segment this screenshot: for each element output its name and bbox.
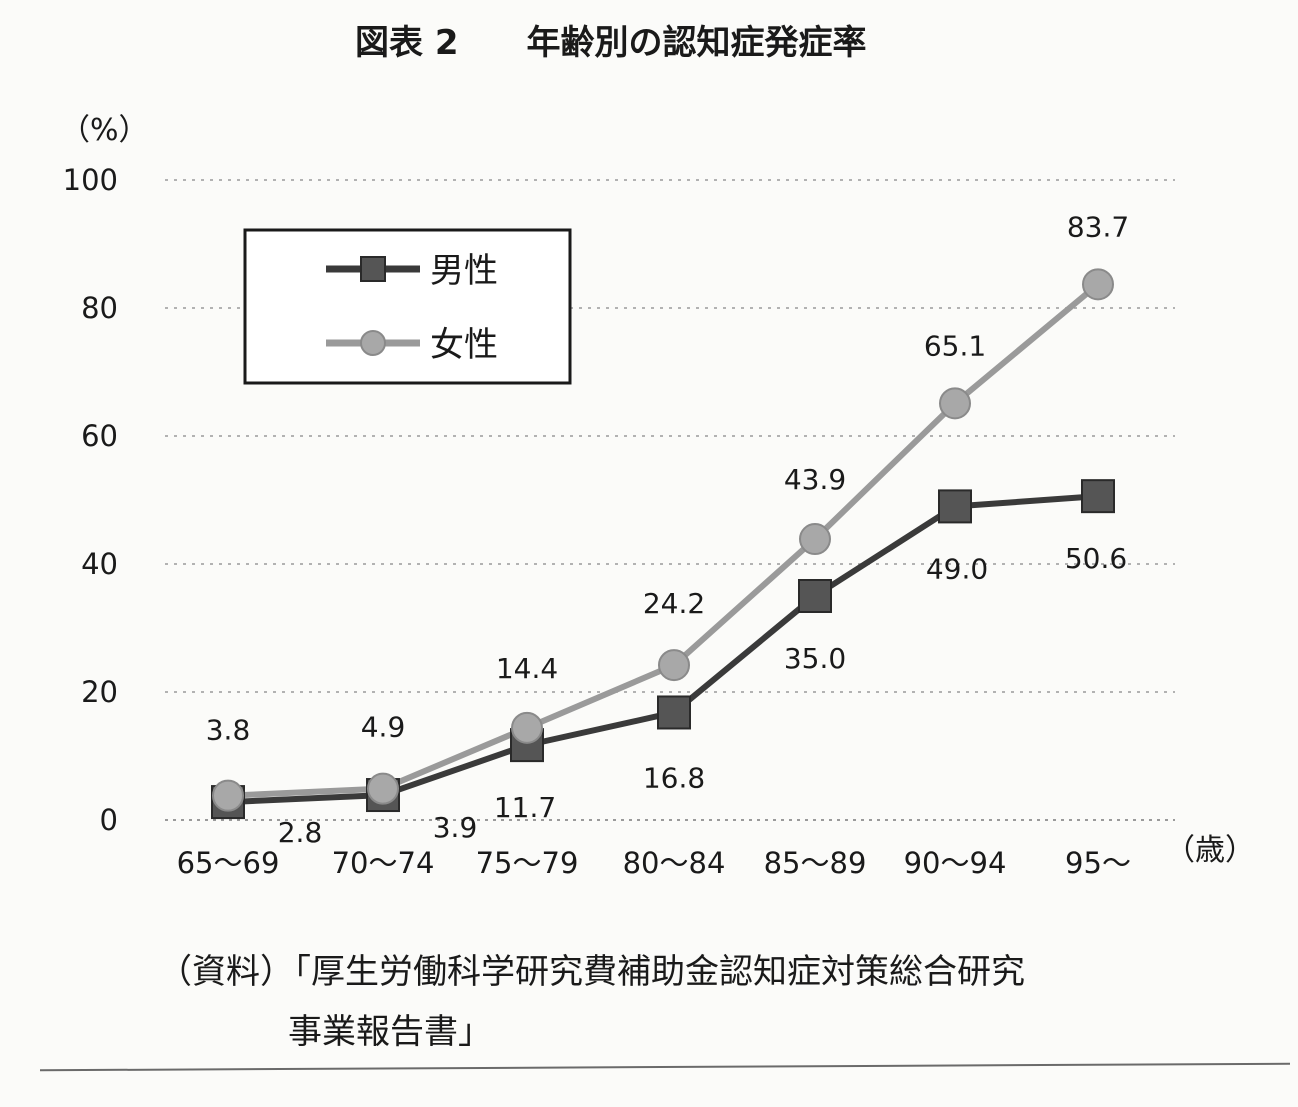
x-tick-label: 70～74 (332, 846, 435, 880)
x-tick-label: 80～84 (623, 846, 726, 880)
x-tick-label: 90～94 (904, 846, 1007, 880)
data-labels: 3.8 4.9 14.4 24.2 43.9 65.1 83.7 2.8 3.9 11.7 16.8… (206, 210, 1129, 849)
legend-box (243, 228, 572, 385)
x-tick-label: 95～ (1065, 846, 1131, 880)
point-female (658, 649, 690, 682)
point-male (1081, 479, 1115, 514)
x-tick-label: 65～69 (177, 846, 280, 880)
legend-female-marker (360, 330, 386, 356)
data-label-male: 35.0 (784, 642, 846, 675)
data-label-female: 14.4 (496, 652, 558, 685)
data-label-female: 4.9 (361, 711, 406, 744)
data-label-female: 3.8 (206, 714, 251, 747)
source-line-2: 事業報告書」 (288, 1012, 492, 1052)
x-unit-label: （歳） (1165, 833, 1255, 868)
x-tick-label: 85～89 (764, 846, 867, 880)
data-label-female: 65.1 (924, 329, 986, 362)
series-lines (211, 268, 1115, 820)
y-tick-label: 40 (81, 547, 118, 581)
source-line-1: （資料）「厚生労働科学研究費補助金認知症対策総合研究 (158, 952, 1025, 992)
y-tick-label: 80 (81, 291, 118, 325)
series-line-male (227, 493, 1099, 806)
y-unit-label: （%） (60, 113, 149, 148)
y-tick-label: 60 (81, 419, 118, 453)
y-tick-labels: 0 20 40 60 80 100 (63, 163, 118, 837)
data-label-male: 3.9 (433, 811, 478, 844)
legend-male-marker (360, 256, 386, 282)
y-tick-label: 20 (81, 675, 118, 709)
point-male (798, 579, 832, 613)
data-label-male: 11.7 (494, 791, 556, 824)
point-male (657, 695, 691, 730)
point-female (212, 779, 244, 812)
point-female (367, 772, 399, 805)
legend-male-label: 男性 (430, 251, 498, 291)
data-label-male: 2.8 (278, 816, 323, 849)
point-male (938, 489, 972, 524)
y-tick-label: 100 (63, 163, 118, 197)
data-label-female: 83.7 (1067, 210, 1129, 243)
source-note: （資料）「厚生労働科学研究費補助金認知症対策総合研究 事業報告書」 (158, 942, 1025, 1062)
legend-female-label: 女性 (430, 325, 498, 365)
point-female (511, 711, 543, 744)
x-tick-labels: 65～69 70～74 75～79 80～84 85～89 90～94 95～ (177, 846, 1131, 880)
data-label-female: 43.9 (784, 463, 846, 496)
chart-title: 図表 2 年齢別の認知症発症率 (355, 23, 867, 63)
data-label-male: 50.6 (1065, 542, 1127, 575)
point-female (799, 523, 831, 556)
x-tick-label: 75～79 (476, 846, 579, 880)
legend: 男性 女性 (243, 228, 572, 385)
data-label-male: 16.8 (643, 761, 705, 794)
data-label-female: 24.2 (643, 587, 705, 620)
gridlines (165, 179, 1175, 821)
y-tick-label: 0 (100, 803, 118, 837)
data-label-male: 49.0 (926, 552, 988, 585)
point-female (939, 387, 971, 420)
point-female (1082, 268, 1114, 301)
